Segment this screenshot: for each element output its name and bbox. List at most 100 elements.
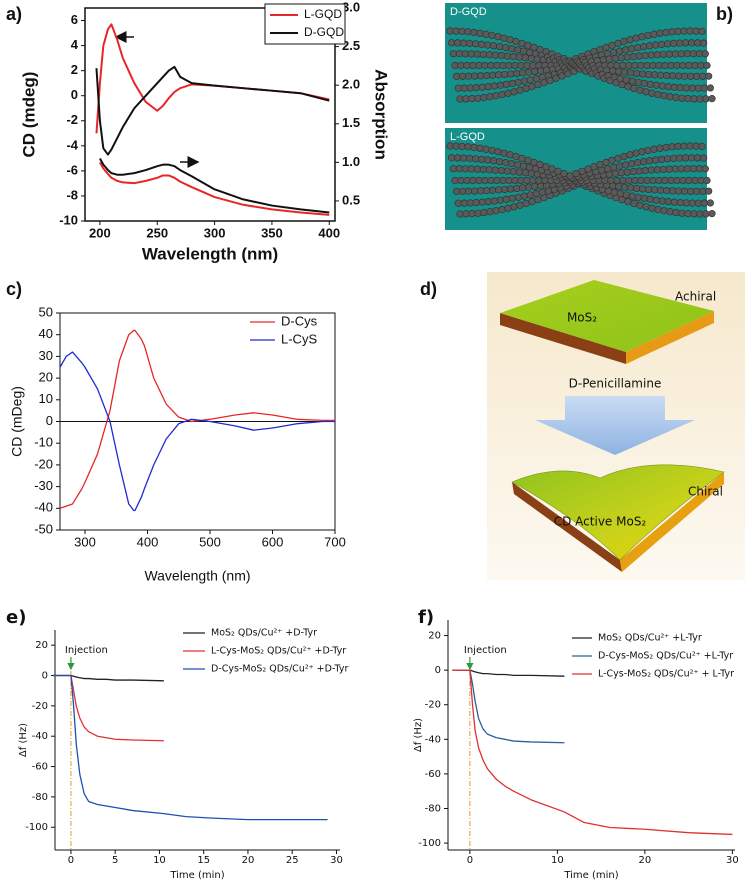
atom (690, 95, 698, 103)
atom (635, 52, 643, 60)
atom (613, 176, 621, 185)
atom (478, 83, 486, 91)
atom (681, 187, 689, 195)
atom (644, 146, 652, 155)
atom (454, 39, 462, 47)
atom (638, 148, 646, 156)
atom (658, 82, 666, 90)
x-tick-label: 5 (112, 855, 118, 866)
atom (455, 165, 463, 173)
atom (701, 50, 709, 58)
x-tick-label: 500 (199, 534, 221, 549)
atom (465, 187, 473, 195)
atom (487, 61, 495, 70)
atom (609, 67, 617, 75)
atom (467, 50, 475, 58)
atom (659, 165, 667, 174)
atom (459, 187, 467, 195)
atom (631, 61, 639, 70)
atom (698, 27, 706, 35)
atom (694, 84, 702, 92)
atom (686, 142, 694, 150)
atom (494, 148, 502, 156)
atom (642, 88, 650, 96)
y-tick-label: -10 (59, 212, 78, 227)
atom (616, 190, 624, 198)
atom (688, 39, 696, 47)
atom (512, 152, 520, 161)
legend-label: L-Cys-MoS₂ QDs/Cu²⁺ + L-Tyr (598, 669, 734, 680)
atom (500, 34, 508, 42)
x-tick-label: 400 (318, 225, 340, 240)
atom (708, 210, 716, 218)
atom (626, 151, 634, 159)
panel-d: d) MoS₂ Achiral D-Penicillamine CD Activ… (420, 272, 745, 580)
atom (472, 155, 480, 163)
atom (466, 39, 474, 47)
atom (501, 70, 509, 79)
atom (542, 163, 550, 171)
atom (658, 197, 666, 205)
atom (661, 61, 669, 70)
atom (652, 196, 660, 204)
atom (701, 165, 709, 173)
atom (688, 154, 696, 162)
annotation: Injection (65, 645, 108, 656)
atom (457, 176, 465, 185)
atom (602, 43, 610, 51)
atom (460, 154, 468, 162)
atom (521, 54, 529, 62)
atom (641, 51, 649, 60)
atom (684, 210, 692, 218)
series-line (59, 329, 335, 509)
panel-label: b) (716, 4, 733, 24)
y-tick-label: -2 (66, 112, 78, 127)
atom (646, 195, 654, 203)
slab-top (500, 280, 714, 352)
atom (475, 176, 483, 185)
atom (448, 154, 456, 162)
atom (507, 70, 515, 78)
atom (620, 152, 628, 161)
y-tick-label: -40 (425, 734, 441, 745)
atom (522, 199, 530, 208)
atom (508, 79, 516, 87)
series-line (53, 674, 328, 821)
atom (477, 187, 485, 195)
atom (693, 187, 701, 195)
atom (660, 92, 668, 100)
atom (510, 203, 518, 211)
atom (503, 52, 511, 60)
atom (608, 156, 616, 164)
legend-label: L-CyS (281, 331, 317, 346)
atom (627, 184, 635, 192)
atom (671, 50, 679, 58)
atom (690, 210, 698, 218)
y-tick-label: -8 (66, 187, 78, 202)
atom (529, 176, 537, 185)
atom (633, 184, 641, 193)
atom (634, 78, 642, 86)
atom (646, 80, 654, 88)
x-tick-label: 400 (137, 534, 159, 549)
y-tick-label: 20 (39, 370, 53, 385)
chart: a) 200 250 300 350 400 -10 -8 -6 -4 -2 0 2 4 6 0.5 1.0 1.… (6, 0, 391, 263)
atom (610, 163, 618, 171)
atom (611, 54, 619, 63)
atom (488, 31, 496, 40)
panel-label: e) (6, 607, 26, 628)
x-tick-label: 30 (330, 855, 343, 866)
process-arrow (535, 396, 695, 455)
atom (484, 83, 492, 91)
atom (502, 159, 510, 167)
atom (508, 194, 516, 202)
atom (658, 155, 666, 163)
x-axis-title: Wavelength (nm) (142, 244, 278, 263)
atom (644, 31, 652, 40)
atom (663, 71, 671, 80)
atom (687, 72, 695, 80)
atom (623, 168, 631, 176)
y-tick-label: -20 (32, 701, 48, 712)
atom (694, 39, 702, 47)
atom (675, 187, 683, 195)
